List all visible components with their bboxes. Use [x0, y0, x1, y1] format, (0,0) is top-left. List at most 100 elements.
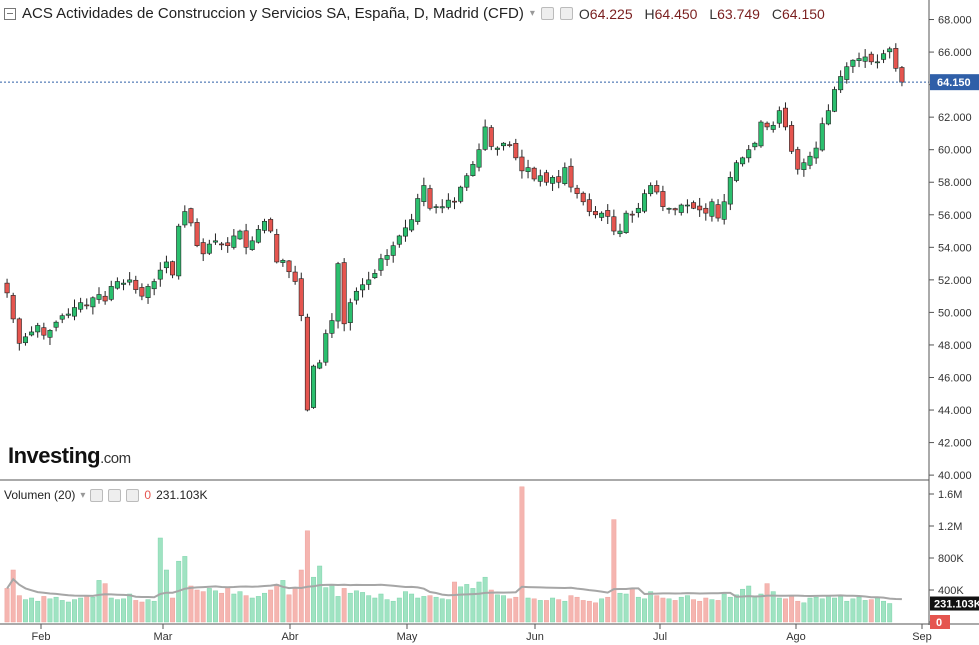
candle-body: [801, 162, 807, 170]
volume-bar: [648, 591, 654, 623]
candle-body: [715, 204, 721, 219]
symbol-legend: ACS Actividades de Construccion y Servic…: [4, 5, 833, 22]
candle-body: [525, 167, 531, 172]
candle-body: [697, 205, 703, 211]
candle: [133, 275, 139, 294]
candle: [29, 326, 35, 337]
volume-bar: [329, 584, 335, 623]
time-axis[interactable]: Feb Mar Abr May Jun Jul Ago Sep: [32, 624, 932, 643]
candle: [59, 313, 65, 324]
candle-body: [550, 177, 556, 184]
candle: [721, 194, 727, 225]
hide-icon[interactable]: [559, 7, 573, 20]
volume-bar: [844, 600, 850, 623]
candle: [464, 173, 470, 191]
volume-bar: [452, 581, 457, 623]
candle: [396, 234, 402, 248]
candle: [384, 249, 390, 266]
candle: [501, 142, 507, 151]
candle: [660, 185, 666, 212]
candle-body: [415, 198, 421, 222]
chevron-down-icon[interactable]: ▾: [80, 489, 86, 501]
candle: [482, 119, 488, 151]
chevron-down-icon[interactable]: ▾: [529, 8, 535, 19]
volume-bar: [304, 530, 310, 623]
volume-bar: [65, 601, 71, 623]
volume-bar: [225, 587, 231, 623]
candle-body: [746, 149, 752, 159]
volume-bar: [403, 591, 408, 623]
candle: [22, 332, 28, 346]
price-axis[interactable]: 40.000 42.000 44.000 46.000 48.000 50.000 52.0…: [929, 15, 972, 483]
candle-body: [286, 260, 292, 273]
candle-body: [84, 304, 90, 307]
candle: [789, 121, 795, 154]
candle-body: [396, 235, 402, 245]
candle: [519, 149, 525, 179]
candle-body: [733, 162, 739, 181]
volume-bar: [439, 598, 445, 623]
volume-bar: [678, 596, 684, 623]
volume-bar: [574, 596, 580, 623]
settings-icon[interactable]: [108, 488, 122, 502]
candle: [65, 308, 71, 319]
volume-badge-label: 231.103K: [934, 599, 979, 611]
candle: [127, 272, 133, 286]
candle-body: [292, 271, 298, 282]
candle-body: [617, 230, 623, 235]
settings-icon[interactable]: [540, 7, 554, 20]
candle-body: [22, 336, 28, 344]
volume-bar: [280, 580, 286, 623]
volume-bar: [525, 597, 531, 623]
candle-body: [678, 204, 684, 213]
candle-body: [311, 365, 317, 408]
candle-body: [212, 240, 218, 243]
candle-body: [764, 122, 770, 128]
candle-body: [586, 199, 592, 212]
candle-body: [494, 147, 500, 150]
candle-body: [899, 67, 905, 83]
volume-bar: [874, 597, 880, 623]
candle: [592, 206, 598, 219]
candle-body: [838, 76, 844, 91]
candle-body: [770, 124, 776, 130]
candle: [752, 141, 758, 151]
candle: [249, 236, 255, 251]
candle-body: [274, 233, 280, 263]
volume-bar: [29, 597, 35, 623]
candle-body: [874, 61, 880, 64]
candle-body: [445, 199, 451, 208]
volume-bar: [783, 598, 788, 623]
candle: [451, 197, 458, 210]
volume-bar: [476, 581, 482, 623]
candle-body: [225, 242, 231, 246]
candle: [654, 180, 660, 195]
candle: [568, 158, 574, 193]
volume-bar: [409, 593, 415, 623]
volume-bar: [163, 569, 169, 623]
ohlc-values: O64.225 H64.450 L63.749 C64.150: [579, 6, 833, 22]
collapse-icon[interactable]: [4, 7, 16, 20]
candle-body: [556, 176, 562, 183]
volume-bar: [752, 596, 758, 623]
candle-body: [887, 48, 893, 53]
candle: [182, 205, 188, 228]
volume-axis[interactable]: 400K 800K 1.2M 1.6M: [929, 489, 964, 623]
candle: [96, 287, 102, 304]
candle-body: [360, 284, 366, 291]
candle-body: [782, 107, 788, 128]
volume-bar: [396, 597, 402, 623]
time-tick-label: Jul: [653, 631, 667, 643]
candle-body: [317, 362, 323, 369]
candle: [304, 313, 310, 412]
volume-bar: [188, 585, 194, 623]
close-icon[interactable]: [126, 488, 140, 502]
eye-icon[interactable]: [90, 488, 104, 502]
candle: [114, 277, 120, 290]
candle-body: [629, 213, 635, 216]
candle: [317, 359, 323, 370]
candle-body: [268, 219, 274, 232]
candle-body: [335, 263, 341, 322]
candle: [709, 198, 715, 222]
